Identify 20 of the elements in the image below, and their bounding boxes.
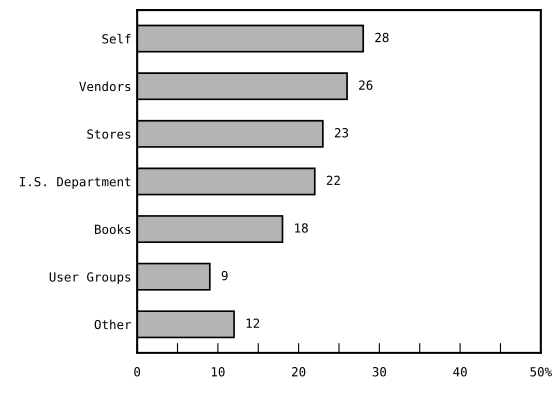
data-label: 22 xyxy=(326,176,340,185)
x-tick-label: 50% xyxy=(530,367,552,377)
y-tick-label: Books xyxy=(94,224,130,234)
x-tick-label: 20 xyxy=(292,367,306,377)
data-label: 28 xyxy=(375,32,389,42)
x-tick-label: 40 xyxy=(453,367,467,377)
y-tick-label: Self xyxy=(102,34,131,44)
data-label: 12 xyxy=(246,318,260,328)
data-label: 18 xyxy=(295,223,308,233)
y-tick-label: Stores xyxy=(87,129,130,139)
x-tick-label: 30 xyxy=(372,367,386,377)
data-label: 23 xyxy=(334,128,348,138)
y-tick-label: Other xyxy=(94,320,132,330)
y-tick-label: User Groups xyxy=(50,272,130,284)
x-tick-label: 0 xyxy=(134,367,140,377)
y-tick-label: Vendors xyxy=(79,82,130,92)
data-label: 9 xyxy=(222,270,228,280)
y-tick-label: I.S. Department xyxy=(20,176,130,189)
data-label: 26 xyxy=(359,80,372,90)
x-tick-label: 10 xyxy=(212,367,225,377)
